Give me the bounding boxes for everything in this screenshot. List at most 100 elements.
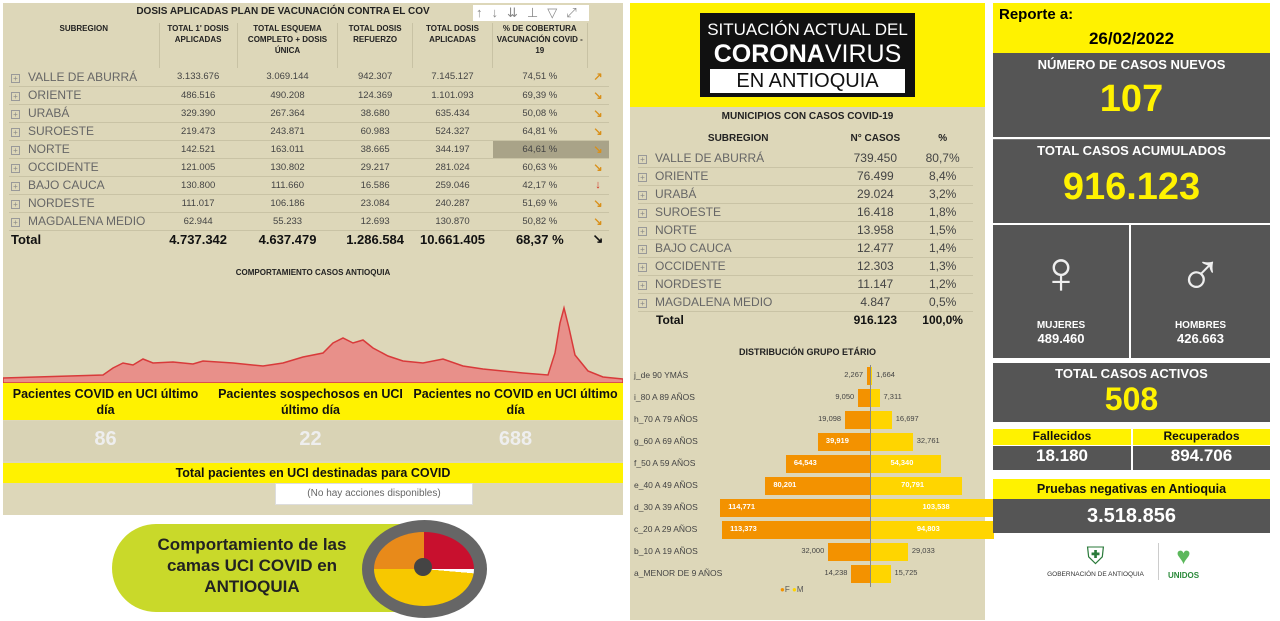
- report-date: 26/02/2022: [1088, 29, 1175, 48]
- table-row[interactable]: + BAJO CAUCA 130.800 111.660 16.586 259.046 42…: [9, 176, 609, 195]
- cell-esq: 490.208: [237, 86, 338, 105]
- age-category-label: h_70 A 79 AÑOS: [634, 414, 698, 424]
- table-row[interactable]: + URABÁ 329.390 267.364 38.680 635.434 50,08 %…: [9, 104, 609, 123]
- bar-f[interactable]: [851, 565, 870, 583]
- expand-icon[interactable]: +: [11, 110, 20, 119]
- column-header[interactable]: TOTAL ESQUEMA COMPLETO + DOSIS ÚNICA: [237, 23, 339, 68]
- table-row[interactable]: + VALLE DE ABURRÁ 739.450 80,7%: [638, 149, 973, 168]
- age-chart-title: DISTRIBUCIÓN GRUPO ETÁRIO: [738, 347, 876, 357]
- bar-f[interactable]: [722, 521, 870, 539]
- bar-m[interactable]: [870, 455, 941, 473]
- table-row[interactable]: + NORTE 13.958 1,5%: [638, 221, 973, 240]
- bar-m[interactable]: [870, 367, 873, 385]
- expand-icon[interactable]: +: [638, 245, 647, 254]
- expand-icon[interactable]: +: [11, 92, 20, 101]
- sort-up-icon[interactable]: ↑: [476, 5, 492, 20]
- table-row[interactable]: + URABÁ 29.024 3,2%: [638, 185, 973, 204]
- expand-icon[interactable]: +: [11, 73, 20, 83]
- bar-m[interactable]: [870, 389, 880, 407]
- expand-icon[interactable]: +: [638, 191, 647, 200]
- column-header[interactable]: SUBREGION: [707, 132, 769, 144]
- bar-m[interactable]: [870, 411, 892, 429]
- cell-pct: 68,37 %: [515, 231, 564, 247]
- bar-m[interactable]: [870, 433, 913, 451]
- bar-m[interactable]: [870, 499, 1006, 517]
- bar-f[interactable]: [828, 543, 870, 561]
- sort-down-icon[interactable]: ↓: [491, 5, 507, 20]
- table-row[interactable]: + OCCIDENTE 121.005 130.802 29.217 281.024 60,…: [9, 158, 609, 177]
- table-row[interactable]: + OCCIDENTE 12.303 1,3%: [638, 257, 973, 276]
- column-header[interactable]: SUBREGION: [9, 23, 160, 68]
- bar-f[interactable]: [817, 433, 870, 451]
- subregion-name: VALLE DE ABURRÁ: [28, 69, 138, 84]
- bar-m[interactable]: [870, 565, 891, 583]
- subregion-name: ORIENTE: [655, 169, 709, 183]
- table-row[interactable]: + BAJO CAUCA 12.477 1,4%: [638, 239, 973, 258]
- total-row[interactable]: Total 916.123 100,0%: [638, 311, 973, 329]
- column-header[interactable]: TOTAL 1' DOSIS APLICADAS: [159, 23, 238, 68]
- expand-icon[interactable]: +: [638, 263, 647, 272]
- total-row[interactable]: Total 4.737.342 4.637.479 1.286.584 10.661.4…: [9, 230, 609, 248]
- age-category-label: b_10 A 19 AÑOS: [634, 546, 698, 556]
- bar-m[interactable]: [870, 521, 994, 539]
- uci-beds-banner[interactable]: Comportamiento de las camas UCI COVID en…: [112, 520, 492, 618]
- bar-f[interactable]: [845, 411, 870, 429]
- cases-area-chart[interactable]: [3, 293, 623, 383]
- table-row[interactable]: + NORDESTE 11.147 1,2%: [638, 275, 973, 294]
- focus-mode-icon[interactable]: ⤢: [566, 5, 586, 20]
- pct-cell: 8,4%: [912, 167, 973, 186]
- expand-icon[interactable]: +: [11, 146, 20, 155]
- table-row[interactable]: + SUROESTE 219.473 243.871 60.983 524.327 64,8…: [9, 122, 609, 141]
- table-row[interactable]: + NORDESTE 111.017 106.186 23.084 240.287 51,6…: [9, 194, 609, 213]
- expand-icon[interactable]: +: [11, 218, 20, 227]
- expand-icon[interactable]: +: [638, 209, 647, 218]
- column-header[interactable]: % DE COBERTURA VACUNACIÓN COVID - 19: [492, 23, 588, 68]
- subregion-name: BAJO CAUCA: [28, 178, 105, 192]
- bar-m[interactable]: [870, 543, 908, 561]
- filter-icon[interactable]: ▽: [547, 5, 567, 20]
- data-label-f: 114,771: [728, 502, 755, 511]
- hierarchy-icon[interactable]: ⊥: [526, 5, 548, 20]
- expand-icon[interactable]: +: [11, 164, 20, 173]
- expand-icon[interactable]: +: [638, 227, 647, 236]
- table-row[interactable]: + MAGDALENA MEDIO 4.847 0,5%: [638, 293, 973, 312]
- bar-f[interactable]: [765, 477, 870, 495]
- table-row[interactable]: + VALLE DE ABURRÁ 3.133.676 3.069.144 942.30…: [9, 68, 609, 87]
- visual-toolbar[interactable]: ↑↓⇊⊥▽⤢: [473, 5, 589, 21]
- report-panel: Reporte a: 26/02/2022 NÚMERO DE CASOS NU…: [993, 3, 1270, 620]
- data-label-f: 32,000: [801, 546, 825, 555]
- expand-icon[interactable]: +: [11, 182, 20, 191]
- bar-m[interactable]: [870, 477, 963, 495]
- header-line1: SITUACIÓN ACTUAL DEL: [707, 20, 908, 39]
- age-pyramid-chart[interactable]: j_de 90 YMÁS 2,267 1,664 i_80 A 89 AÑOS 9,05…: [630, 3, 1006, 620]
- cell-ref: 124.369: [337, 86, 413, 105]
- expand-icon[interactable]: +: [638, 281, 647, 290]
- women-value: 489.460: [1037, 331, 1085, 346]
- column-header[interactable]: TOTAL DOSIS APLICADAS: [412, 23, 494, 68]
- expand-icon[interactable]: +: [638, 154, 647, 164]
- expand-icon[interactable]: +: [11, 128, 20, 137]
- table-row[interactable]: + ORIENTE 486.516 490.208 124.369 1.101.093 69…: [9, 86, 609, 105]
- subregion-name: VALLE DE ABURRÁ: [655, 150, 765, 165]
- expand-icon[interactable]: +: [638, 299, 647, 308]
- column-header[interactable]: TOTAL DOSIS REFUERZO: [337, 23, 413, 68]
- expand-icon[interactable]: +: [11, 200, 20, 209]
- gauge-icon: [362, 520, 487, 618]
- table-row[interactable]: + MAGDALENA MEDIO 62.944 55.233 12.693 130.87…: [9, 212, 609, 231]
- bar-f[interactable]: [858, 389, 870, 407]
- bar-f[interactable]: [720, 499, 870, 517]
- table-row[interactable]: + SUROESTE 16.418 1,8%: [638, 203, 973, 222]
- table-row[interactable]: + NORTE 142.521 163.011 38.665 344.197 64,61 %…: [9, 140, 609, 159]
- bar-f[interactable]: [785, 455, 870, 473]
- expand-all-icon[interactable]: ⇊: [507, 5, 527, 20]
- table-row[interactable]: + ORIENTE 76.499 8,4%: [638, 167, 973, 186]
- cell-pct: 51,69 %: [492, 194, 587, 213]
- column-header[interactable]: %: [938, 132, 948, 144]
- total-cases-label: TOTAL CASOS ACUMULADOS: [1037, 143, 1226, 158]
- column-header[interactable]: N° CASOS: [850, 132, 901, 144]
- cases-chart-title: COMPORTAMIENTO CASOS ANTIOQUIA: [235, 268, 391, 277]
- expand-icon[interactable]: +: [638, 173, 647, 182]
- bar-f[interactable]: [867, 367, 870, 385]
- pct-cell: 80,7%: [912, 149, 973, 168]
- cell-d1: 62.944: [159, 212, 238, 231]
